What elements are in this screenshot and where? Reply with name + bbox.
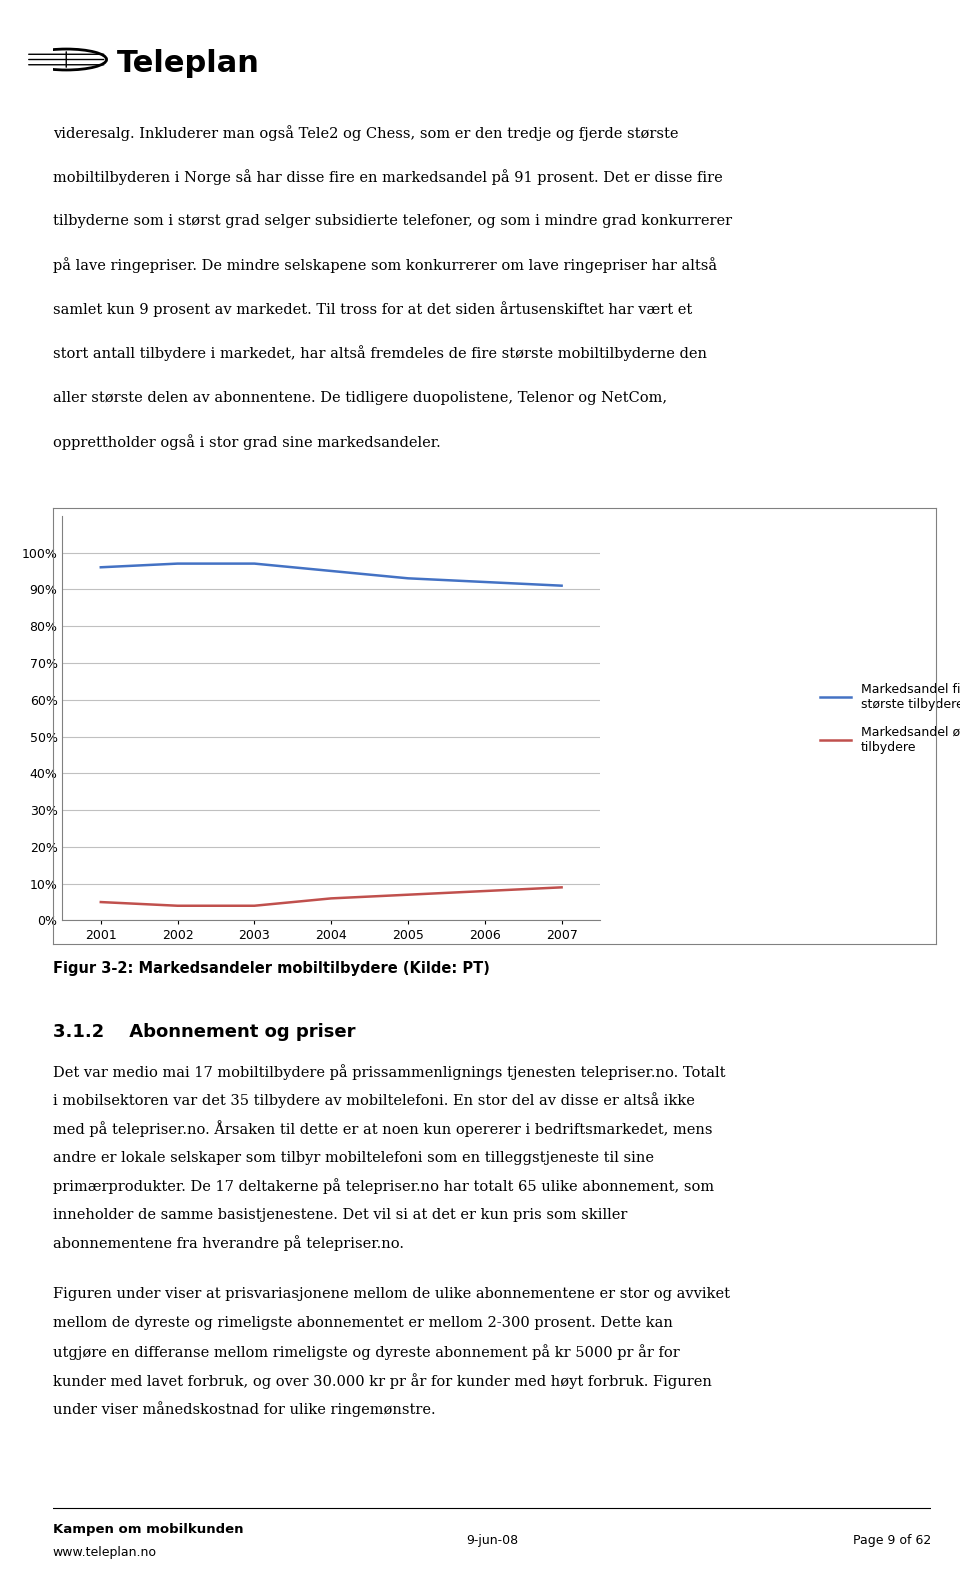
Text: aller største delen av abonnentene. De tidligere duopolistene, Telenor og NetCom: aller største delen av abonnentene. De t… [53,390,667,405]
Legend: Markedsandel fire
største tilbydere, Markedsandel øvrige
tilbydere: Markedsandel fire største tilbydere, Mar… [815,678,960,759]
Text: Kampen om mobilkunden: Kampen om mobilkunden [53,1524,243,1536]
Text: Teleplan: Teleplan [116,49,259,78]
Text: abonnementene fra hverandre på telepriser.no.: abonnementene fra hverandre på teleprise… [53,1235,404,1251]
Text: www.teleplan.no: www.teleplan.no [53,1546,156,1558]
Text: kunder med lavet forbruk, og over 30.000 kr pr år for kunder med høyt forbruk. F: kunder med lavet forbruk, og over 30.000… [53,1373,711,1389]
Text: samlet kun 9 prosent av markedet. Til tross for at det siden årtusenskiftet har : samlet kun 9 prosent av markedet. Til tr… [53,302,692,317]
Text: primærprodukter. De 17 deltakerne på telepriser.no har totalt 65 ulike abonnemen: primærprodukter. De 17 deltakerne på tel… [53,1178,714,1193]
Text: Figur 3-2: Markedsandeler mobiltilbydere (Kilde: PT): Figur 3-2: Markedsandeler mobiltilbydere… [53,960,490,976]
Text: tilbyderne som i størst grad selger subsidierte telefoner, og som i mindre grad : tilbyderne som i størst grad selger subs… [53,214,732,229]
Text: Det var medio mai 17 mobiltilbydere på prissammenlignings tjenesten telepriser.n: Det var medio mai 17 mobiltilbydere på p… [53,1063,726,1079]
Text: under viser månedskostnad for ulike ringemønstre.: under viser månedskostnad for ulike ring… [53,1401,436,1417]
Text: videresalg. Inkluderer man også Tele2 og Chess, som er den tredje og fjerde stør: videresalg. Inkluderer man også Tele2 og… [53,125,679,141]
Text: stort antall tilbydere i markedet, har altså fremdeles de fire største mobiltilb: stort antall tilbydere i markedet, har a… [53,346,707,362]
Text: mellom de dyreste og rimeligste abonnementet er mellom 2-300 prosent. Dette kan: mellom de dyreste og rimeligste abonneme… [53,1316,673,1330]
Text: med på telepriser.no. Årsaken til dette er at noen kun opererer i bedriftsmarked: med på telepriser.no. Årsaken til dette … [53,1120,712,1138]
Text: Figuren under viser at prisvariasjonene mellom de ulike abonnementene er stor og: Figuren under viser at prisvariasjonene … [53,1287,730,1301]
Text: 3.1.2    Abonnement og priser: 3.1.2 Abonnement og priser [53,1022,355,1041]
Text: 9-jun-08: 9-jun-08 [466,1535,518,1547]
Text: opprettholder også i stor grad sine markedsandeler.: opprettholder også i stor grad sine mark… [53,433,441,449]
Text: utgjøre en differanse mellom rimeligste og dyreste abonnement på kr 5000 pr år f: utgjøre en differanse mellom rimeligste … [53,1344,680,1360]
Text: mobiltilbyderen i Norge så har disse fire en markedsandel på 91 prosent. Det er : mobiltilbyderen i Norge så har disse fir… [53,170,723,186]
Text: andre er lokale selskaper som tilbyr mobiltelefoni som en tilleggstjeneste til s: andre er lokale selskaper som tilbyr mob… [53,1151,654,1165]
Text: på lave ringepriser. De mindre selskapene som konkurrerer om lave ringepriser ha: på lave ringepriser. De mindre selskapen… [53,257,717,273]
Text: Page 9 of 62: Page 9 of 62 [852,1535,931,1547]
Text: inneholder de samme basistjenestene. Det vil si at det er kun pris som skiller: inneholder de samme basistjenestene. Det… [53,1208,627,1222]
Text: i mobilsektoren var det 35 tilbydere av mobiltelefoni. En stor del av disse er a: i mobilsektoren var det 35 tilbydere av … [53,1092,695,1108]
